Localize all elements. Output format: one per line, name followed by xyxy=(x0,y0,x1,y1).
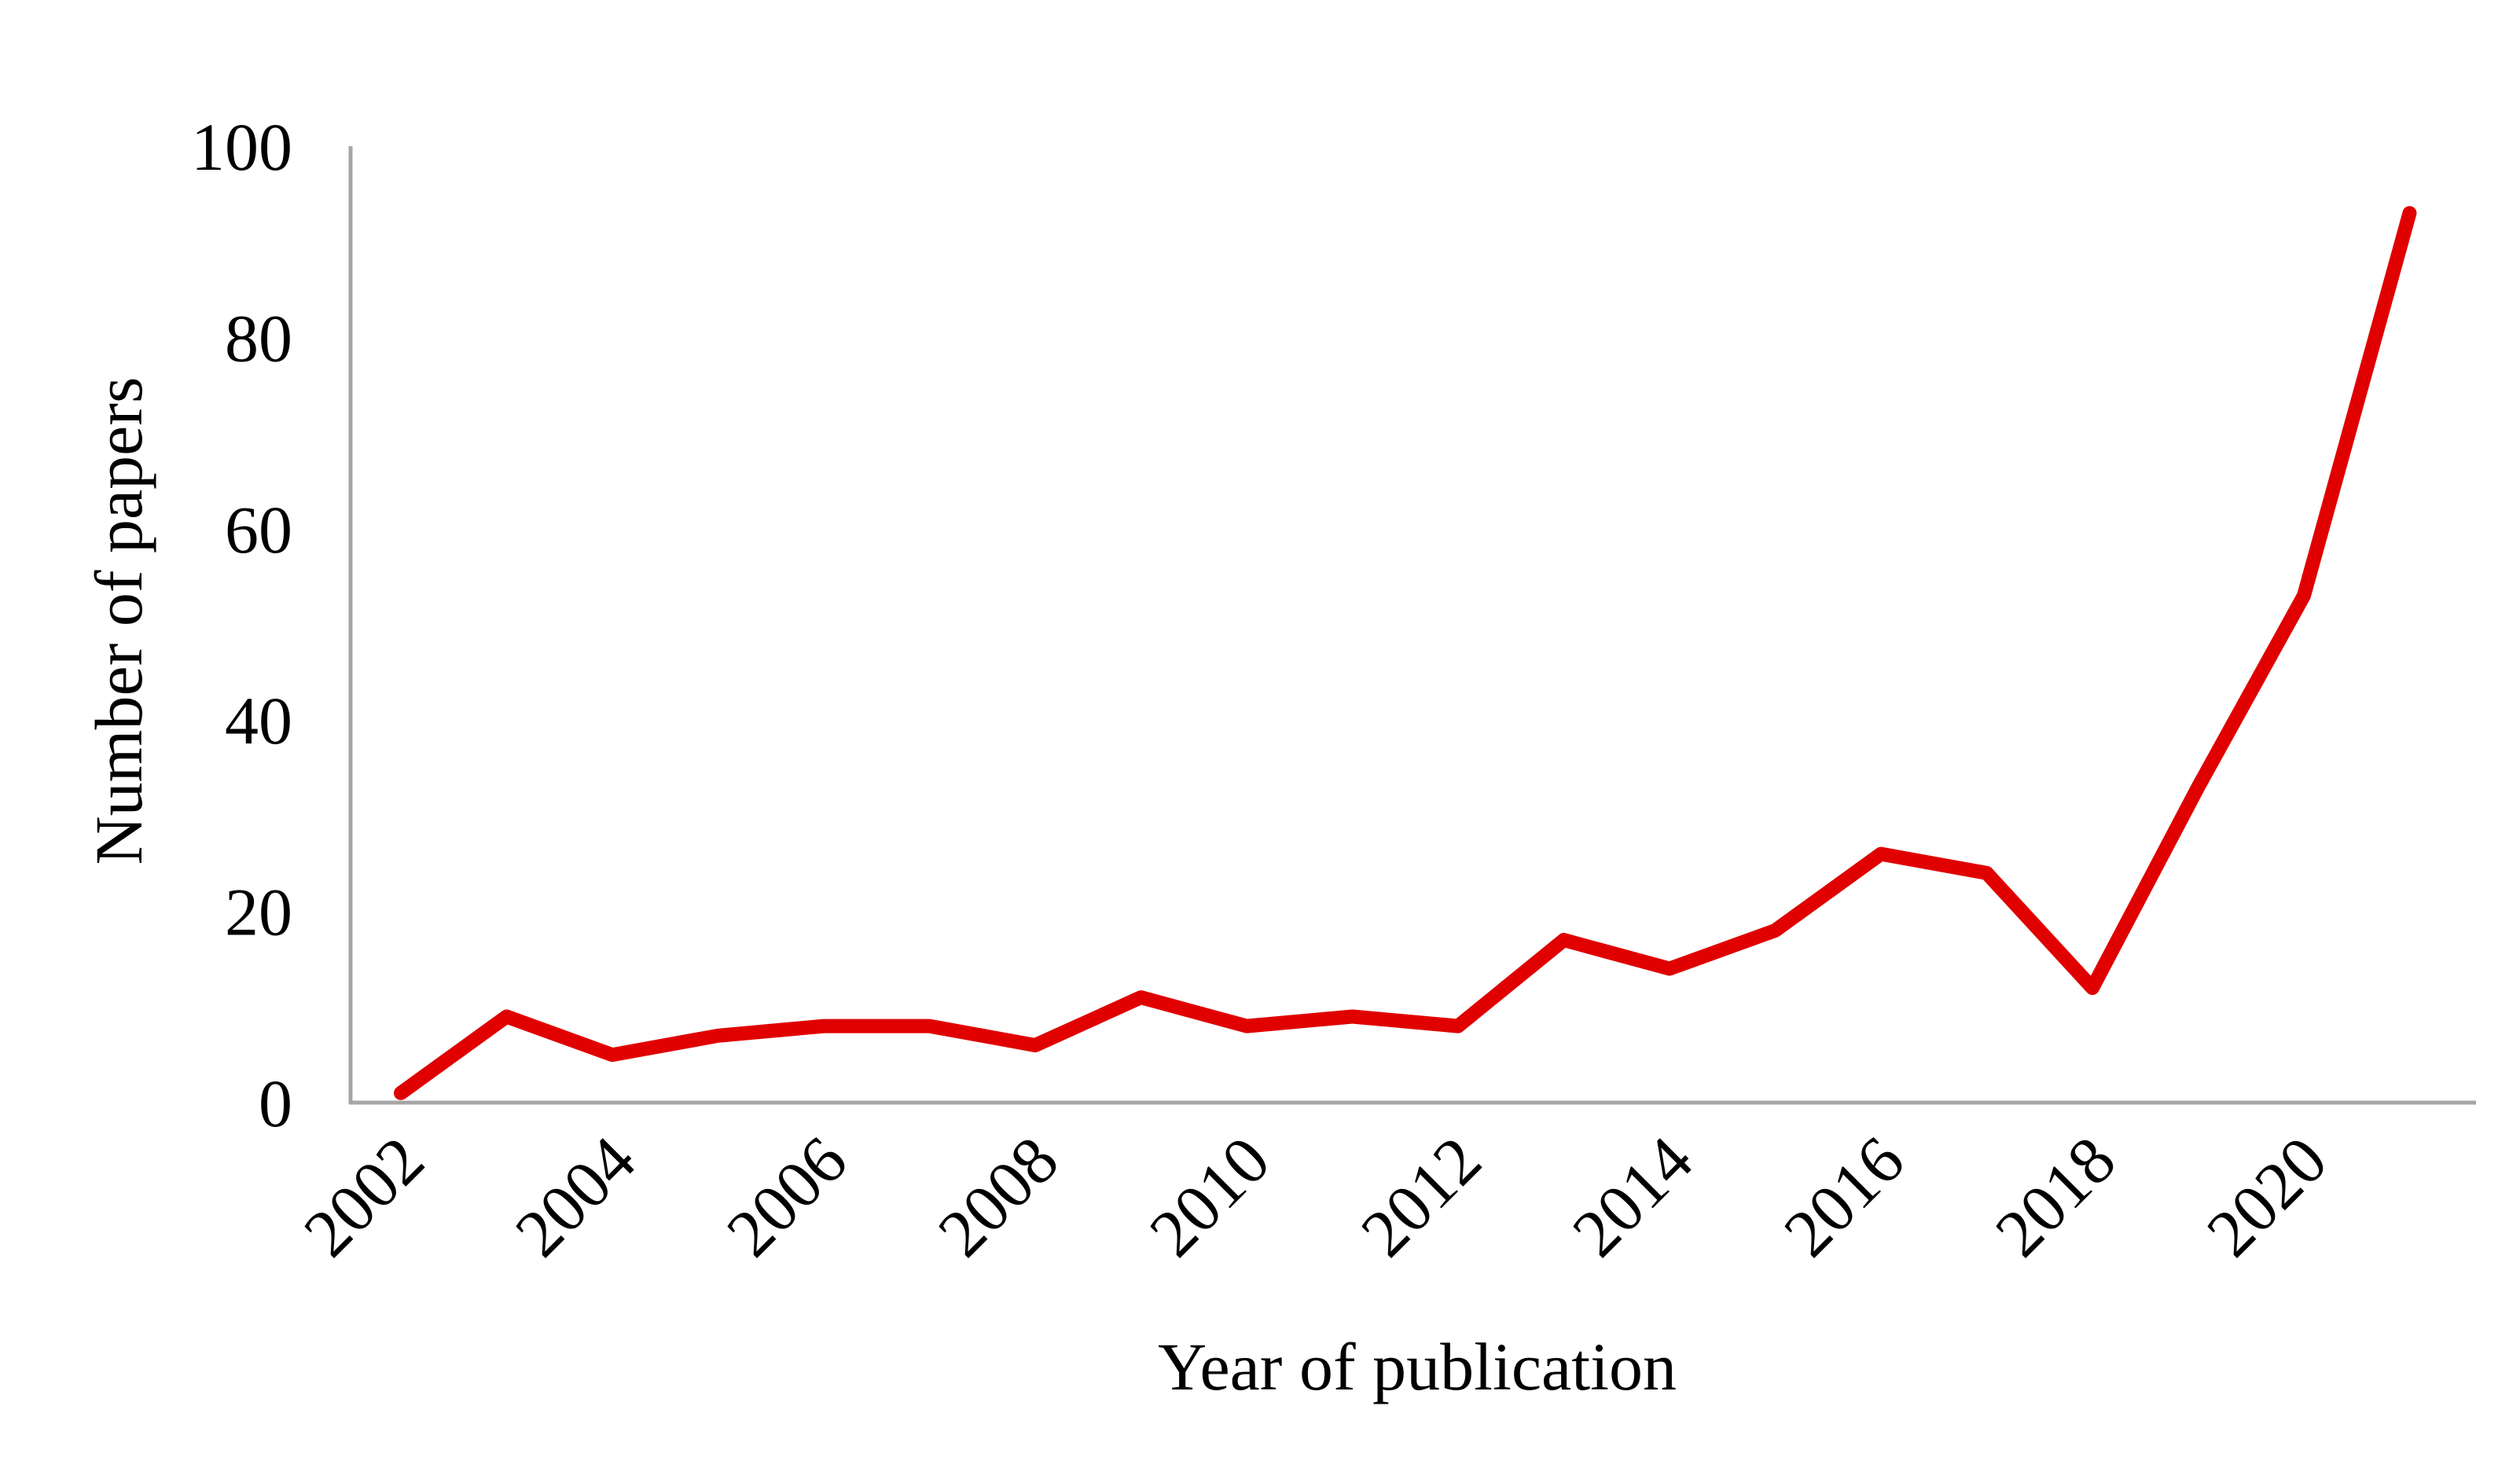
y-tick-label: 80 xyxy=(225,300,292,376)
x-tick-label: 2006 xyxy=(712,1122,861,1272)
series-line xyxy=(401,213,2410,1093)
x-tick-label: 2002 xyxy=(289,1122,439,1272)
x-tick-label: 2018 xyxy=(1981,1122,2130,1272)
x-axis-title: Year of publication xyxy=(1158,1329,1677,1404)
y-tick-label: 20 xyxy=(225,875,292,950)
x-tick-label: 2020 xyxy=(2192,1122,2342,1272)
x-tick-label: 2008 xyxy=(924,1122,1073,1272)
y-tick-label: 60 xyxy=(225,492,292,567)
x-tick-label: 2014 xyxy=(1558,1122,1707,1272)
series-layer xyxy=(401,213,2410,1093)
y-tick-label: 40 xyxy=(225,683,292,758)
y-tick-labels: 0 20 40 60 80 100 xyxy=(191,109,292,1141)
axes xyxy=(349,146,2476,1104)
y-axis-title: Number of papers xyxy=(81,377,156,865)
y-tick-label: 100 xyxy=(191,109,292,185)
x-tick-label: 2004 xyxy=(501,1122,650,1272)
x-tick-label: 2016 xyxy=(1769,1122,1919,1272)
x-tick-label: 2010 xyxy=(1135,1122,1284,1272)
x-tick-label: 2012 xyxy=(1346,1122,1496,1272)
y-tick-label: 0 xyxy=(259,1066,292,1141)
x-tick-labels: 2002 2004 2006 2008 2010 2012 2014 2016 2018 2020 xyxy=(289,1122,2342,1272)
